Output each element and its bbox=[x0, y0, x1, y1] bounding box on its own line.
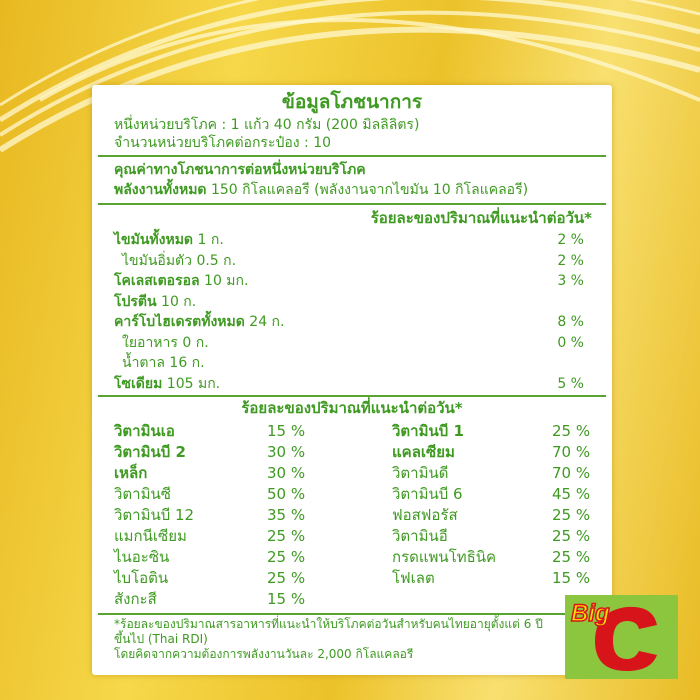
nutrition-facts-panel: ข้อมูลโภชนาการ หนึ่งหน่วยบริโภค : 1 แก้ว… bbox=[92, 85, 612, 675]
nutrient-row: น้ำตาล 16 ก. bbox=[122, 354, 205, 372]
energy-value: 150 กิโลแคลอรี (พลังงานจากไขมัน 10 กิโลแ… bbox=[210, 182, 529, 198]
nutrient-amount: 0.5 ก. bbox=[196, 252, 237, 269]
rdi-heading: ร้อยละของปริมาณที่แนะนำต่อวัน* bbox=[370, 209, 592, 227]
energy-row: พลังงานทั้งหมด 150 กิโลแคลอรี (พลังงานจา… bbox=[114, 181, 528, 199]
nutrient-amount: 0 ก. bbox=[182, 334, 209, 351]
vitamin-percent: 25 % bbox=[552, 548, 591, 566]
divider bbox=[98, 395, 606, 397]
nutrient-name: น้ำตาล bbox=[122, 355, 165, 371]
nutrient-amount: 105 มก. bbox=[166, 375, 221, 392]
vitamin-percent: 25 % bbox=[552, 527, 591, 545]
vitamin-name: วิตามินบี 12 bbox=[114, 506, 195, 524]
big-c-logo: Big bbox=[565, 595, 678, 679]
nutrient-row: โปรตีน 10 ก. bbox=[114, 293, 196, 311]
nutrient-amount: 10 มก. bbox=[204, 273, 249, 289]
vitamin-percent: 15 % bbox=[552, 569, 591, 587]
nutrient-amount: 10 ก. bbox=[161, 293, 197, 310]
footnote-energy: โดยคิดจากความต้องการพลังงานวันละ 2,000 ก… bbox=[114, 647, 414, 661]
vitamin-name: เหล็ก bbox=[114, 464, 148, 482]
vitamin-percent: 70 % bbox=[552, 464, 591, 482]
divider bbox=[98, 155, 606, 157]
nutrient-name: โปรตีน bbox=[114, 293, 157, 310]
vitamin-percent: 50 % bbox=[267, 485, 306, 503]
nutrient-name: ไขมันทั้งหมด bbox=[114, 232, 194, 248]
energy-label: พลังงานทั้งหมด bbox=[114, 182, 207, 198]
vitamin-percent: 25 % bbox=[552, 422, 591, 440]
vitamin-name: ไบโอติน bbox=[114, 569, 169, 587]
nutrient-amount: 24 ก. bbox=[249, 314, 285, 330]
vitamin-name: วิตามินบี 1 bbox=[392, 422, 464, 440]
nutrient-percent: 8 % bbox=[557, 314, 584, 330]
nutrient-amount: 16 ก. bbox=[169, 355, 205, 371]
vitamin-percent: 35 % bbox=[267, 506, 306, 524]
vitamin-percent: 15 % bbox=[267, 422, 306, 440]
vitamin-name: โฟเลต bbox=[392, 569, 435, 587]
footnotes: *ร้อยละของปริมาณสารอาหารที่แนะนำให้บริโภ… bbox=[114, 617, 554, 662]
vitamin-percent: 15 % bbox=[267, 590, 306, 608]
nutrient-row: ใยอาหาร 0 ก. bbox=[122, 334, 209, 352]
divider bbox=[98, 203, 606, 205]
nutrient-percent: 3 % bbox=[557, 273, 584, 289]
nutrient-percent: 2 % bbox=[557, 252, 584, 269]
serving-size: หนึ่งหน่วยบริโภค : 1 แก้ว 40 กรัม (200 ม… bbox=[114, 117, 420, 133]
vitamin-name: วิตามินอี bbox=[392, 527, 448, 545]
vitamin-name: วิตามินซี bbox=[114, 485, 171, 503]
vitamin-percent: 25 % bbox=[267, 569, 306, 587]
vitamin-name: สังกะสี bbox=[114, 590, 157, 608]
nutrient-row: ไขมันทั้งหมด 1 ก. bbox=[114, 231, 224, 249]
vitamin-name: วิตามินบี 2 bbox=[114, 443, 186, 461]
nutrient-percent: 0 % bbox=[557, 334, 584, 351]
per-serving-heading: คุณค่าทางโภชนาการต่อหนึ่งหน่วยบริโภค bbox=[114, 162, 366, 178]
vitamin-percent: 45 % bbox=[552, 485, 591, 503]
vitamin-percent: 30 % bbox=[267, 464, 306, 482]
vitamin-name: แคลเซียม bbox=[392, 443, 455, 461]
svg-text:Big: Big bbox=[571, 600, 610, 627]
divider bbox=[98, 613, 606, 615]
label-title: ข้อมูลโภชนาการ bbox=[281, 91, 423, 113]
vitamin-name: ไนอะซิน bbox=[114, 548, 170, 566]
footnote-rdi: *ร้อยละของปริมาณสารอาหารที่แนะนำให้บริโภ… bbox=[114, 617, 543, 646]
vitamin-name: วิตามินดี bbox=[392, 464, 449, 482]
nutrient-name: โซเดียม bbox=[114, 375, 163, 392]
nutrient-name: ใยอาหาร bbox=[122, 334, 178, 351]
vitamin-name: ฟอสฟอรัส bbox=[392, 506, 458, 524]
nutrient-percent: 2 % bbox=[557, 232, 584, 248]
vitamin-percent: 70 % bbox=[552, 443, 591, 461]
nutrient-percent: 5 % bbox=[557, 375, 584, 392]
nutrient-name: โคเลสเตอรอล bbox=[114, 273, 200, 289]
vitamin-name: วิตามินบี 6 bbox=[392, 485, 463, 503]
vitamin-percent: 25 % bbox=[267, 548, 306, 566]
nutrient-amount: 1 ก. bbox=[197, 232, 224, 248]
vitamin-percent: 25 % bbox=[267, 527, 306, 545]
vitamin-percent: 30 % bbox=[267, 443, 306, 461]
vitamin-percent: 25 % bbox=[552, 506, 591, 524]
nutrient-row: โซเดียม 105 มก. bbox=[114, 375, 220, 393]
vitamin-name: วิตามินเอ bbox=[114, 422, 175, 440]
servings-per-container: จำนวนหน่วยบริโภคต่อกระป๋อง : 10 bbox=[114, 135, 332, 151]
vitamin-name: แมกนีเซียม bbox=[114, 527, 187, 545]
nutrient-name: คาร์โบไฮเดรตทั้งหมด bbox=[114, 314, 245, 330]
nutrient-name: ไขมันอิ่มตัว bbox=[122, 252, 192, 269]
nutrient-row: ไขมันอิ่มตัว 0.5 ก. bbox=[122, 252, 236, 270]
vitamin-name: กรดแพนโทธินิค bbox=[392, 548, 497, 566]
nutrient-row: คาร์โบไฮเดรตทั้งหมด 24 ก. bbox=[114, 313, 285, 331]
vitamins-heading: ร้อยละของปริมาณที่แนะนำต่อวัน* bbox=[241, 399, 463, 417]
nutrient-row: โคเลสเตอรอล 10 มก. bbox=[114, 272, 248, 290]
